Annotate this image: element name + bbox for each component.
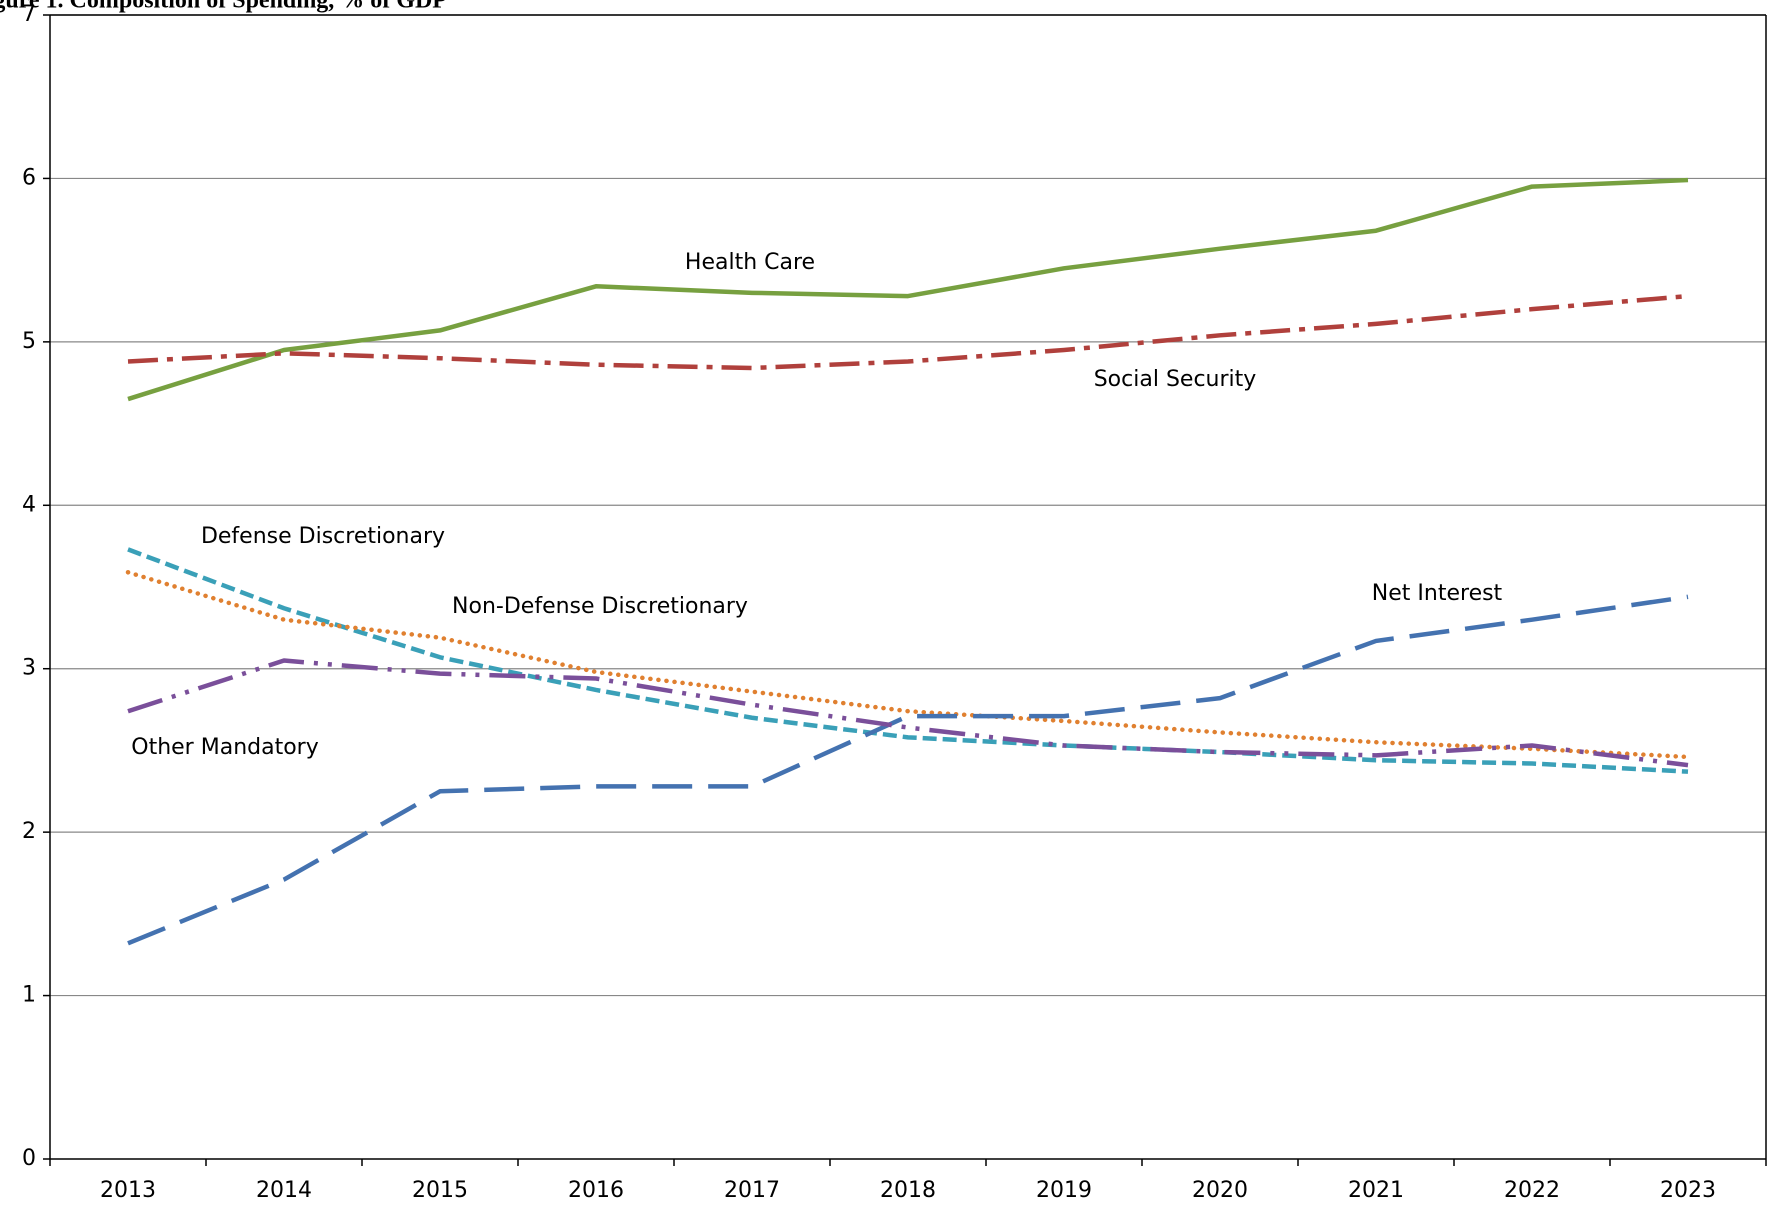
x-tick-label: 2018 <box>880 1178 936 1203</box>
chart-title: Figure 1. Composition of Spending, % of … <box>0 0 447 14</box>
y-tick-label: 6 <box>22 165 36 190</box>
x-tick-label: 2021 <box>1348 1178 1404 1203</box>
series-line <box>127 177 1689 402</box>
series-line <box>127 594 1689 946</box>
series-label: Non-Defense Discretionary <box>452 594 748 619</box>
series-line <box>127 293 1689 371</box>
series-line <box>127 658 1689 768</box>
x-tick-label: 2019 <box>1036 1178 1092 1203</box>
series-line <box>127 547 1689 774</box>
series-label: Defense Discretionary <box>201 524 445 549</box>
series-label: Other Mandatory <box>131 735 318 760</box>
series-line <box>125 570 1691 760</box>
series-label: Health Care <box>685 250 815 275</box>
x-tick-label: 2014 <box>256 1178 312 1203</box>
y-tick-label: 1 <box>22 983 36 1008</box>
x-tick-label: 2023 <box>1660 1178 1716 1203</box>
x-tick-label: 2017 <box>724 1178 780 1203</box>
y-tick-label: 5 <box>22 329 36 354</box>
x-tick-label: 2013 <box>100 1178 156 1203</box>
y-tick-label: 4 <box>22 492 36 517</box>
y-tick-label: 2 <box>22 819 36 844</box>
x-tick-label: 2020 <box>1192 1178 1248 1203</box>
series-label: Social Security <box>1094 367 1257 392</box>
series-label: Net Interest <box>1372 581 1503 606</box>
x-tick-label: 2022 <box>1504 1178 1560 1203</box>
y-tick-label: 0 <box>22 1146 36 1171</box>
y-tick-label: 7 <box>22 2 36 27</box>
x-tick-label: 2015 <box>412 1178 468 1203</box>
x-tick-label: 2016 <box>568 1178 624 1203</box>
y-tick-label: 3 <box>22 656 36 681</box>
